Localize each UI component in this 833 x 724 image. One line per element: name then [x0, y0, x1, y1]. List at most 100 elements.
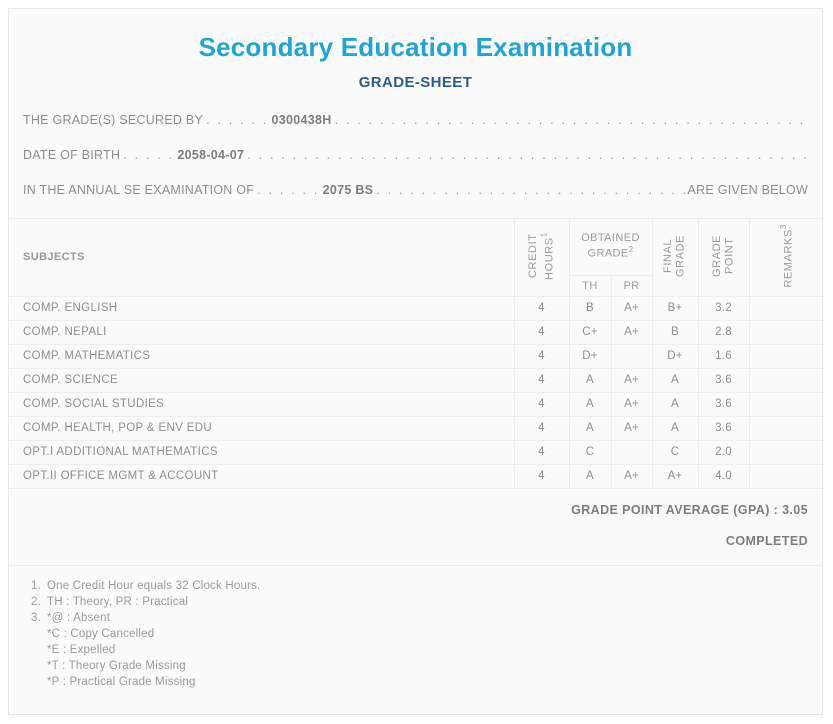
cell-final-grade: B [651, 319, 699, 345]
leader-dots: . . . . . . [257, 182, 320, 197]
leader-dots: . . . . . [123, 147, 175, 162]
cell-credit-hours: 4 [513, 319, 570, 345]
cell-grade-point: 3.6 [697, 367, 750, 393]
date-of-birth-label: DATE OF BIRTH [23, 147, 121, 162]
table-row: COMP. NEPALI 4 C+ A+ B 2.8 [9, 319, 825, 345]
exam-year-value: 2075 BS [322, 182, 374, 197]
credit-hours-text: CREDIT HOURS [527, 233, 556, 280]
grades-table: SUBJECTS CREDIT HOURS1 OBTAINED GRADE2 F… [9, 217, 825, 489]
cell-credit-hours: 4 [513, 439, 570, 465]
footnote-3-text: *@ : Absent [47, 611, 111, 624]
leader-dots: . . . . . . . . . . . . . . . . . . . . … [334, 112, 808, 127]
cell-remarks [748, 319, 825, 345]
grades-table-body: COMP. ENGLISH 4 B A+ B+ 3.2 COMP. NEPALI 4 C+ A+ B… [9, 295, 825, 489]
table-header-row: SUBJECTS CREDIT HOURS1 OBTAINED GRADE2 F… [9, 217, 825, 297]
cell-theory-grade: B [568, 295, 612, 321]
table-row: COMP. ENGLISH 4 B A+ B+ 3.2 [9, 295, 825, 321]
cell-final-grade: B+ [651, 295, 699, 321]
cell-theory-grade: A [568, 463, 612, 489]
cell-credit-hours: 4 [513, 463, 570, 489]
cell-final-grade: C [651, 439, 699, 465]
cell-final-grade: D+ [651, 343, 699, 369]
page-title: Secondary Education Examination [198, 32, 633, 62]
credit-hours-footnote-marker: 1 [539, 231, 549, 237]
cell-grade-point: 4.0 [697, 463, 750, 489]
cell-remarks [748, 463, 825, 489]
cell-subject: COMP. SCIENCE [9, 367, 515, 393]
table-row: COMP. MATHEMATICS 4 D+ D+ 1.6 [9, 343, 825, 369]
footnote-3-line-d: *T : Theory Grade Missing [47, 659, 186, 672]
leader-dots: . . . . . . . . . . . . . . . . . . . . … [376, 182, 687, 197]
cell-theory-grade: D+ [568, 343, 612, 369]
summary-block: GRADE POINT AVERAGE (GPA) : 3.05 COMPLET… [9, 489, 822, 548]
symbol-number-value: 0300438H [271, 112, 332, 127]
cell-practical-grade: A+ [610, 415, 653, 441]
footnote-2: 2. TH : Theory, PR : Practical [31, 594, 822, 610]
col-header-final-grade: FINAL GRADE [651, 217, 699, 297]
info-line-date-of-birth: DATE OF BIRTH . . . . . 2058-04-07 . . .… [23, 148, 808, 162]
col-header-obtained-grade: OBTAINED GRADE2 [568, 217, 653, 276]
cell-practical-grade [610, 439, 653, 465]
table-row: COMP. SCIENCE 4 A A+ A 3.6 [9, 367, 825, 393]
gpa-value: GRADE POINT AVERAGE (GPA) : 3.05 [571, 502, 808, 517]
footnote-3: 3. *@ : Absent [31, 610, 822, 626]
cell-subject: COMP. ENGLISH [9, 295, 515, 321]
cell-remarks [748, 343, 825, 369]
cell-grade-point: 3.6 [697, 415, 750, 441]
cell-credit-hours: 4 [513, 391, 570, 417]
date-of-birth-value: 2058-04-07 [177, 147, 245, 162]
table-row: COMP. SOCIAL STUDIES 4 A A+ A 3.6 [9, 391, 825, 417]
cell-subject: OPT.II OFFICE MGMT & ACCOUNT [9, 463, 515, 489]
symbol-number-label: THE GRADE(S) SECURED BY [23, 112, 204, 127]
cell-grade-point: 1.6 [697, 343, 750, 369]
footnote-1-text: One Credit Hour equals 32 Clock Hours. [47, 579, 261, 592]
info-line-exam-year: IN THE ANNUAL SE EXAMINATION OF . . . . … [23, 183, 808, 197]
cell-credit-hours: 4 [513, 367, 570, 393]
cell-theory-grade: A [568, 415, 612, 441]
cell-theory-grade: A [568, 391, 612, 417]
cell-remarks [748, 295, 825, 321]
col-header-remarks: REMARKS3 [748, 217, 825, 297]
cell-remarks [748, 415, 825, 441]
cell-final-grade: A [651, 415, 699, 441]
cell-grade-point: 2.8 [697, 319, 750, 345]
cell-credit-hours: 4 [513, 295, 570, 321]
cell-practical-grade: A+ [610, 463, 653, 489]
cell-practical-grade: A+ [610, 391, 653, 417]
exam-year-label: IN THE ANNUAL SE EXAMINATION OF [23, 182, 255, 197]
cell-practical-grade: A+ [610, 295, 653, 321]
grade-sheet-page: Secondary Education Examination GRADE-SH… [8, 8, 825, 715]
table-row: COMP. HEALTH, POP & ENV EDU 4 A A+ A 3.6 [9, 415, 825, 441]
cell-subject: OPT.I ADDITIONAL MATHEMATICS [9, 439, 515, 465]
remarks-text: REMARKS [782, 228, 795, 288]
leader-dots: . . . . . . [206, 112, 269, 127]
footnote-3-line-b: *C : Copy Cancelled [47, 627, 155, 640]
footer-divider [9, 564, 822, 566]
page-subtitle: GRADE-SHEET [358, 73, 473, 91]
cell-grade-point: 3.2 [697, 295, 750, 321]
table-row: OPT.II OFFICE MGMT & ACCOUNT 4 A A+ A+ 4.0 [9, 463, 825, 489]
cell-remarks [748, 391, 825, 417]
cell-theory-grade: C [568, 439, 612, 465]
cell-practical-grade [610, 343, 653, 369]
cell-remarks [748, 439, 825, 465]
remarks-footnote-marker: 3 [778, 223, 788, 229]
cell-grade-point: 3.6 [697, 391, 750, 417]
info-line-symbol-number: THE GRADE(S) SECURED BY . . . . . . 0300… [23, 113, 808, 127]
footnote-3-line-e: *P : Practical Grade Missing [47, 675, 196, 688]
cell-final-grade: A+ [651, 463, 699, 489]
grade-point-text: GRADE POINT [710, 234, 736, 277]
cell-remarks [748, 367, 825, 393]
cell-practical-grade: A+ [610, 319, 653, 345]
footnote-1: 1. One Credit Hour equals 32 Clock Hours… [31, 578, 822, 594]
cell-subject: COMP. HEALTH, POP & ENV EDU [9, 415, 515, 441]
obtained-grade-footnote-marker: 2 [628, 245, 634, 255]
exam-year-tail-text: ARE GIVEN BELOW [687, 182, 808, 197]
status-badge: COMPLETED [725, 533, 808, 548]
col-header-theory: TH [568, 274, 612, 297]
cell-theory-grade: C+ [568, 319, 612, 345]
footnote-2-number: 2. [31, 595, 41, 608]
cell-practical-grade: A+ [610, 367, 653, 393]
footnote-1-number: 1. [31, 579, 41, 592]
col-header-grade-point: GRADE POINT [697, 217, 750, 297]
